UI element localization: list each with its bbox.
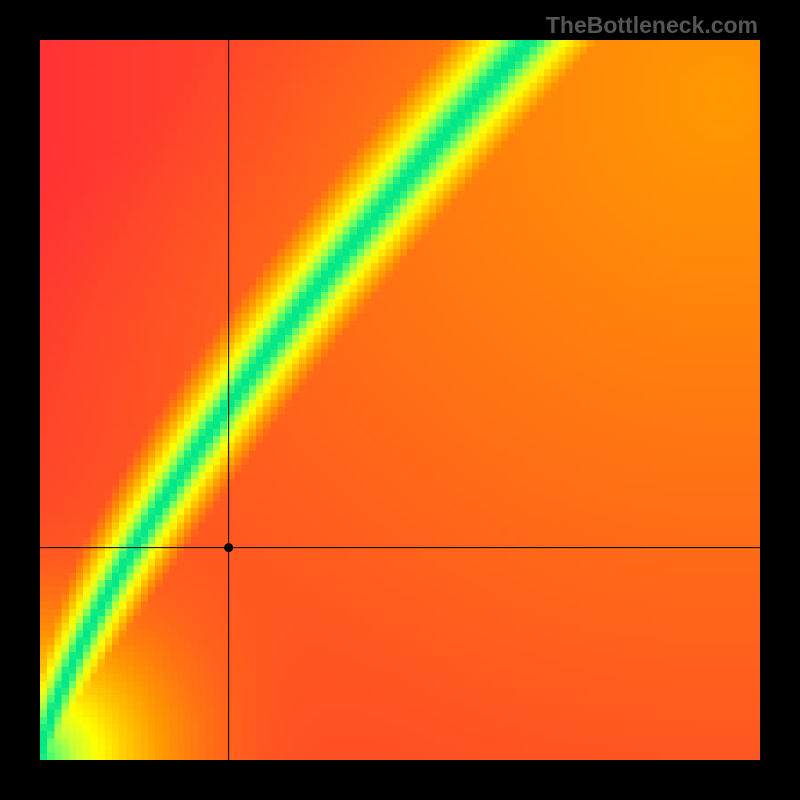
bottleneck-heatmap <box>40 40 760 760</box>
chart-container: TheBottleneck.com <box>0 0 800 800</box>
watermark-text: TheBottleneck.com <box>546 12 758 39</box>
